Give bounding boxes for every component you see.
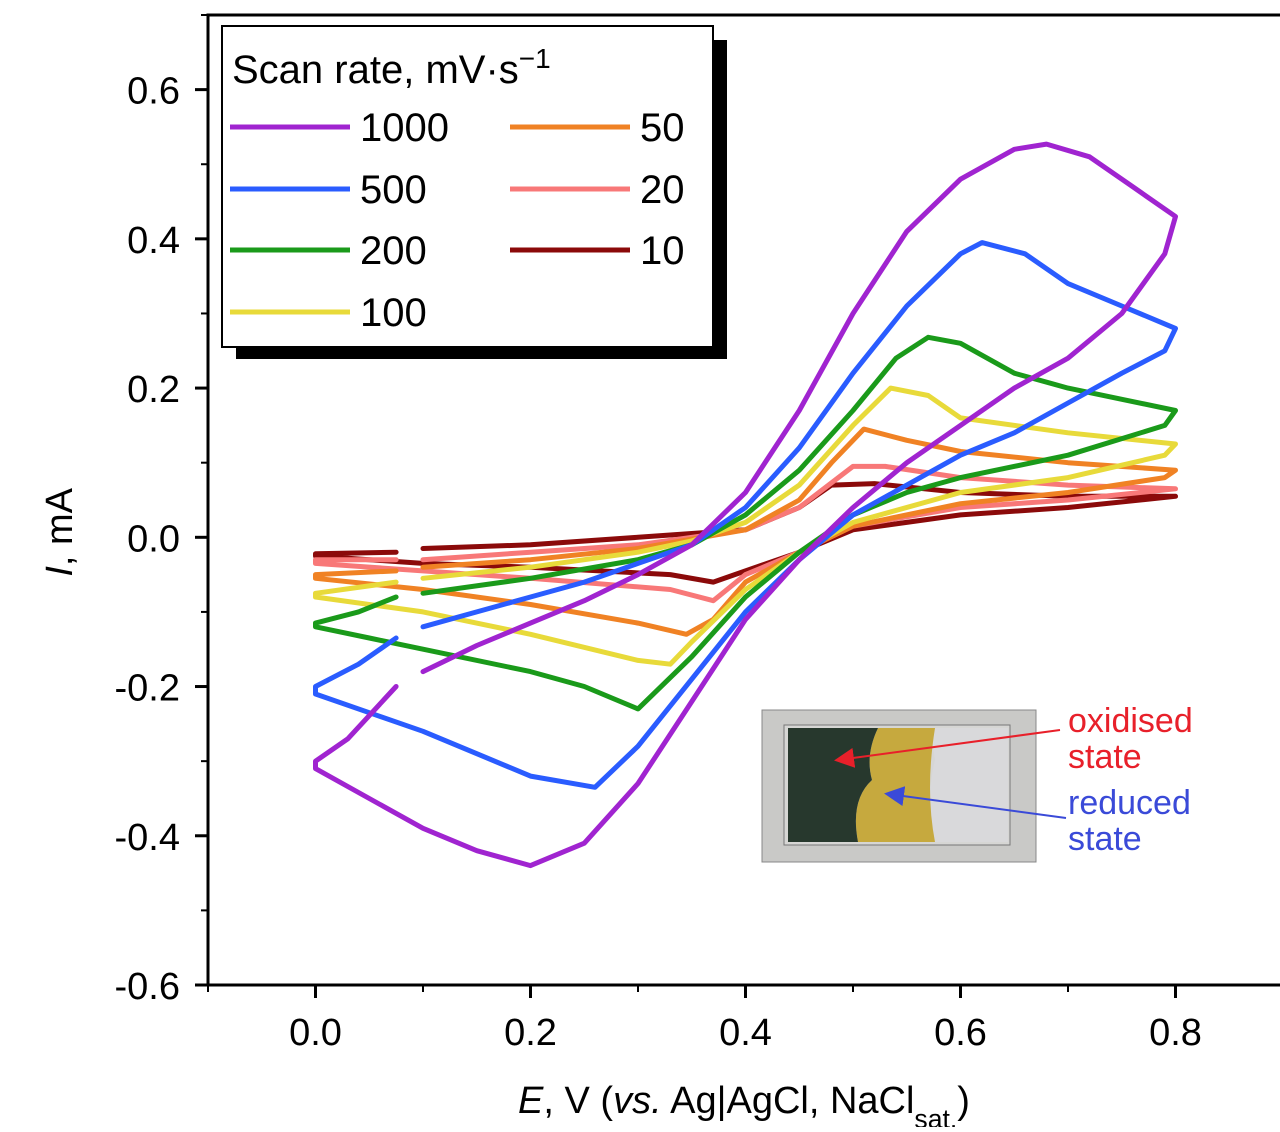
- label-part: , V (: [543, 1080, 613, 1122]
- x-tick-label: 0.8: [1149, 1012, 1202, 1054]
- legend-label: 1000: [360, 106, 449, 150]
- label-part: sat.: [914, 1104, 957, 1127]
- label-part: vs.: [613, 1080, 662, 1122]
- cv-curve: [313, 385, 1178, 667]
- y-tick-label: -0.2: [115, 668, 180, 710]
- legend: Scan rate, mV·s−1 1000 500 200 100 50 20 10: [221, 25, 727, 359]
- label-part: Scan rate, mV·s: [232, 48, 519, 92]
- x-tick-label: 0.4: [719, 1012, 772, 1054]
- cv-curve: [313, 240, 1178, 790]
- y-axis-label: I, mA: [39, 487, 81, 576]
- arrow: [884, 786, 1067, 819]
- legend-label: 50: [640, 106, 685, 150]
- y-tick-label: 0.2: [127, 369, 180, 411]
- legend-title: Scan rate, mV·s−1: [232, 43, 551, 93]
- x-tick-label: 0.6: [934, 1012, 987, 1054]
- annotation: reduced: [1068, 784, 1191, 822]
- cv-curve: [313, 141, 1178, 869]
- oxidised-region: [788, 728, 878, 842]
- cv-curve: [313, 426, 1178, 637]
- label-part: ): [957, 1080, 970, 1122]
- cv-curve: [313, 334, 1178, 712]
- label-part: E: [518, 1080, 544, 1122]
- annotation: state: [1068, 820, 1142, 858]
- y-tick-label: -0.4: [115, 817, 180, 859]
- legend-label: 10: [640, 229, 685, 273]
- legend-label: 100: [360, 291, 427, 335]
- label-part: Ag|AgCl, NaCl: [662, 1080, 915, 1122]
- bare-glass: [930, 728, 1008, 842]
- reduced-region: [855, 728, 935, 842]
- y-tick-label: 0.6: [127, 71, 180, 113]
- label-part: , mA: [39, 487, 81, 566]
- label-part: I: [39, 566, 81, 577]
- arrow: [834, 729, 1061, 768]
- inset-photo: [761, 709, 1067, 863]
- legend-label: 500: [360, 168, 427, 212]
- annotation: oxidised: [1068, 702, 1193, 740]
- y-tick-label: -0.6: [115, 966, 180, 1008]
- y-tick-label: 0.0: [127, 518, 180, 560]
- label-part: −1: [519, 43, 551, 74]
- annotation: state: [1068, 738, 1142, 776]
- x-tick-label: 0.0: [289, 1012, 342, 1054]
- legend-label: 200: [360, 229, 427, 273]
- x-axis-label: E, V (vs. Ag|AgCl, NaClsat.): [518, 1080, 970, 1127]
- legend-label: 20: [640, 168, 685, 212]
- x-tick-label: 0.2: [504, 1012, 557, 1054]
- y-tick-label: 0.4: [127, 220, 180, 262]
